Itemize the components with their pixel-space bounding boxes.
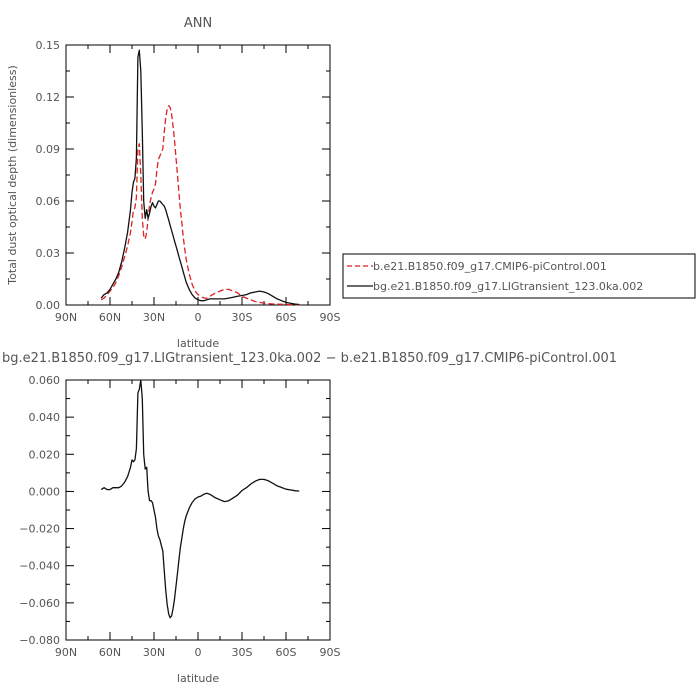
x-tick-label: 30S — [232, 646, 253, 659]
y-tick-label: 0.00 — [36, 299, 61, 312]
y-tick-label: 0.03 — [36, 247, 61, 260]
series-line-0 — [100, 105, 300, 306]
y-tick-label: 0.000 — [29, 485, 61, 498]
y-axis-label: Total dust optical depth (dimensionless) — [6, 65, 19, 285]
y-tick-label: 0.020 — [29, 448, 61, 461]
y-tick-label: 0.12 — [36, 91, 61, 104]
legend-label-1: bg.e21.B1850.f09_g17.LIGtransient_123.0k… — [373, 280, 643, 293]
series-line-1 — [100, 49, 300, 306]
y-tick-label: −0.020 — [19, 523, 60, 536]
x-tick-label: 60S — [276, 646, 297, 659]
series-line-0 — [100, 379, 300, 619]
chart-title: bg.e21.B1850.f09_g17.LIGtransient_123.0k… — [2, 351, 617, 366]
plot-frame — [65, 379, 331, 641]
x-tick-label: 30S — [232, 311, 253, 324]
legend: b.e21.B1850.f09_g17.CMIP6-piControl.001b… — [342, 253, 696, 299]
legend-box — [342, 253, 696, 299]
y-tick-label: −0.080 — [19, 634, 60, 647]
plot-frame — [65, 44, 331, 306]
x-tick-label: 90N — [55, 311, 77, 324]
legend-label-0: b.e21.B1850.f09_g17.CMIP6-piControl.001 — [373, 260, 607, 273]
x-tick-label: 0 — [195, 646, 202, 659]
y-tick-label: 0.060 — [29, 374, 61, 387]
x-tick-label: 0 — [195, 311, 202, 324]
y-tick-label: 0.09 — [36, 143, 61, 156]
x-tick-label: 60N — [99, 311, 121, 324]
top-panel: 90N 60N 30N 0 30S 60S 90S 0.00 0.03 0.06 0.09 0.12 0… — [6, 16, 341, 350]
y-tick-label: 0.040 — [29, 411, 61, 424]
bottom-panel: 90N 60N 30N 0 30S 60S 90S −0.080 −0.060 −0.040 −0.… — [2, 351, 617, 685]
y-tick-label: 0.15 — [36, 39, 61, 52]
x-tick-label: 60N — [99, 646, 121, 659]
x-axis-label: latitude — [177, 672, 219, 685]
x-axis-label: latitude — [177, 337, 219, 350]
x-tick-label: 30N — [143, 646, 165, 659]
y-tick-label: 0.06 — [36, 195, 61, 208]
chart-title: ANN — [184, 16, 212, 31]
x-tick-label: 60S — [276, 311, 297, 324]
x-tick-label: 90S — [320, 646, 341, 659]
y-tick-label: −0.040 — [19, 560, 60, 573]
y-tick-label: −0.060 — [19, 597, 60, 610]
x-tick-label: 30N — [143, 311, 165, 324]
x-tick-label: 90N — [55, 646, 77, 659]
x-tick-label: 90S — [320, 311, 341, 324]
